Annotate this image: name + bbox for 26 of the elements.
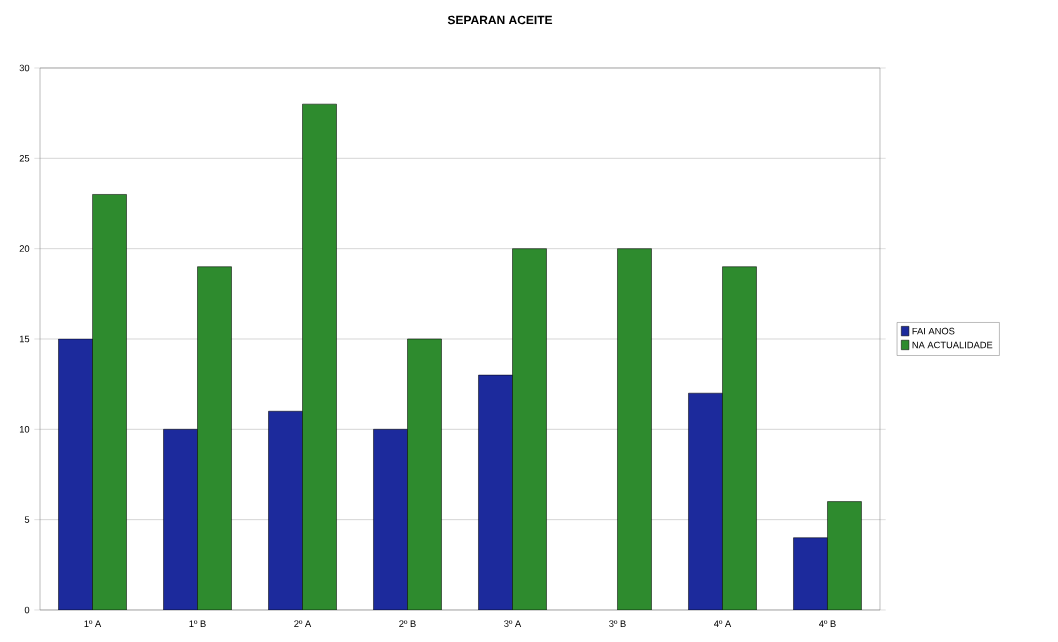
bar <box>827 501 862 610</box>
x-tick-label: 3º A <box>504 620 522 627</box>
bar <box>197 266 232 610</box>
legend-label: FAI ANOS <box>912 327 955 335</box>
y-tick-label: 5 <box>24 516 30 523</box>
bar <box>92 194 127 610</box>
chart-title: SEPARAN ACEITE <box>447 15 553 25</box>
y-tick-label: 25 <box>19 155 30 162</box>
x-tick-label: 4º B <box>818 620 836 627</box>
bar <box>722 266 757 610</box>
x-tick-label: 2º B <box>399 620 416 627</box>
y-tick-label: 15 <box>19 335 30 343</box>
y-tick-label: 10 <box>19 426 30 433</box>
legend-label: NA ACTUALIDADE <box>912 341 993 349</box>
y-tick-label: 30 <box>19 64 30 72</box>
x-tick-label: 1º B <box>189 620 206 627</box>
x-tick-label: 1º A <box>84 620 102 627</box>
x-tick-label: 2º A <box>294 620 312 627</box>
x-tick-label: 4º A <box>713 620 732 627</box>
bar <box>617 248 652 610</box>
y-tick-label: 20 <box>19 245 30 252</box>
bar <box>407 338 442 610</box>
y-tick-label: 0 <box>24 606 30 614</box>
bar <box>302 103 337 610</box>
x-tick-label: 3º B <box>609 620 626 627</box>
bar <box>512 248 547 610</box>
